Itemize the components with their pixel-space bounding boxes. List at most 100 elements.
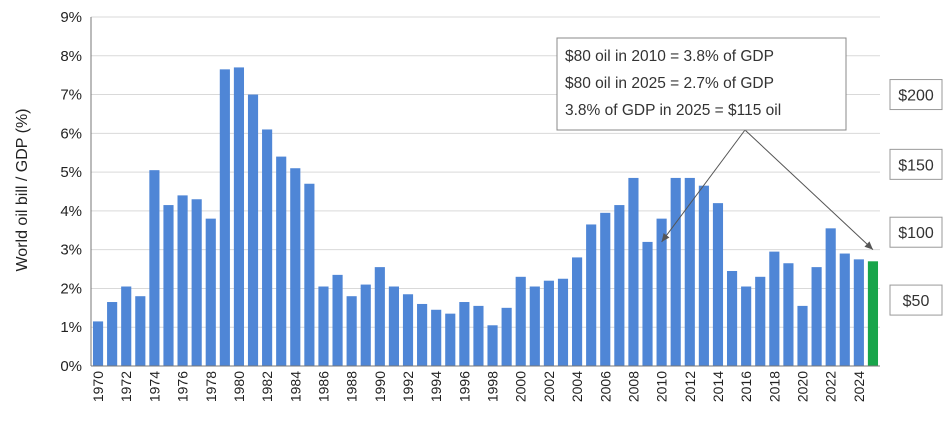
- annotation-arrow: [744, 129, 874, 251]
- bar-1990: [374, 267, 385, 366]
- bar-1972: [121, 286, 132, 366]
- price-label: $150: [898, 157, 934, 174]
- bar-1974: [149, 170, 160, 366]
- bar-2014: [712, 203, 724, 366]
- bar-1983: [276, 156, 287, 366]
- y-tick-label: 5%: [60, 164, 82, 181]
- x-tick-label: 2000: [513, 371, 529, 402]
- bar-1989: [360, 284, 371, 366]
- y-tick-label: 7%: [60, 87, 82, 104]
- bar-2011: [670, 177, 681, 366]
- bar-1999: [501, 307, 512, 366]
- x-tick-label: 1974: [146, 371, 162, 402]
- bar-1997: [473, 305, 484, 366]
- bar-1987: [332, 274, 343, 366]
- x-tick-label: 1970: [90, 371, 106, 402]
- y-tick-label: 6%: [60, 125, 82, 142]
- x-tick-label: 1976: [175, 371, 191, 402]
- bar-2007: [614, 205, 625, 366]
- bar-2025: [867, 261, 879, 366]
- x-tick-label: 1986: [315, 371, 331, 402]
- x-tick-label: 2008: [625, 371, 641, 402]
- annotation-box: $80 oil in 2010 = 3.8% of GDP $80 oil in …: [556, 37, 874, 251]
- bar-2016: [741, 286, 752, 366]
- x-tick-label: 1996: [456, 371, 472, 402]
- bar-2012: [684, 177, 695, 366]
- price-label: $100: [898, 225, 934, 242]
- x-tick-label: 1990: [372, 371, 388, 402]
- x-tick-label: 2022: [823, 371, 839, 402]
- x-tick-label: 2024: [851, 371, 867, 402]
- price-label-box: [889, 216, 943, 248]
- bar-2019: [783, 263, 794, 366]
- bar-1994: [431, 309, 442, 366]
- bar-2001: [529, 286, 540, 366]
- x-tick-label: 1988: [344, 371, 360, 402]
- x-tick-label: 2020: [795, 371, 811, 402]
- axes: [90, 17, 880, 367]
- bar-1975: [163, 205, 174, 366]
- bar-1991: [388, 286, 399, 366]
- bar-1993: [417, 303, 428, 366]
- x-tick-label: 2014: [710, 371, 726, 402]
- annotation-line: $80 oil in 2025 = 2.7% of GDP: [565, 75, 774, 92]
- bar-2017: [755, 276, 766, 366]
- x-tick-label: 1978: [203, 371, 219, 402]
- price-label-box: [889, 79, 943, 111]
- x-tick-label: 2004: [569, 371, 585, 402]
- bar-2000: [515, 276, 526, 366]
- y-tick-label: 2%: [60, 280, 82, 297]
- y-tick-labels: 0% 1% 2% 3% 4% 5% 6% 7% 8% 9%: [60, 9, 82, 375]
- bar-1977: [191, 199, 202, 366]
- bar-2004: [572, 257, 583, 366]
- bar-2003: [557, 278, 569, 366]
- bar-2015: [726, 270, 738, 366]
- bar-1978: [205, 218, 216, 366]
- bar-2010: [656, 218, 667, 366]
- bars: [92, 67, 879, 366]
- bar-1984: [290, 168, 301, 366]
- bar-2024: [853, 259, 864, 366]
- y-tick-label: 3%: [60, 242, 82, 259]
- y-tick-label: 4%: [60, 203, 82, 220]
- x-tick-label: 2006: [597, 371, 613, 402]
- x-tick-label: 1998: [485, 371, 501, 402]
- y-tick-label: 8%: [60, 48, 82, 65]
- price-label-box: [889, 284, 943, 316]
- annotation-frame: [556, 37, 847, 131]
- x-tick-labels: 1970 1972 1974 1976 1978 1980 1982 1984 1986 1988…: [90, 371, 867, 402]
- x-tick-label: 2016: [738, 371, 754, 402]
- x-tick-label: 1980: [231, 371, 247, 402]
- y-tick-label: 0%: [60, 358, 82, 375]
- bar-2005: [586, 224, 597, 366]
- bar-2023: [839, 253, 850, 366]
- price-label-box: [889, 148, 943, 180]
- bar-1982: [262, 129, 273, 366]
- annotation-arrow: [661, 129, 746, 243]
- x-tick-label: 2010: [654, 371, 670, 402]
- y-tick-label: 1%: [60, 319, 82, 336]
- bar-2006: [600, 212, 611, 366]
- y-axis-label: World oil bill / GDP (%): [14, 109, 31, 272]
- bar-1986: [318, 286, 329, 366]
- bar-1979: [219, 69, 230, 366]
- x-tick-label: 2018: [766, 371, 782, 402]
- x-tick-label: 1984: [287, 371, 303, 402]
- bar-2002: [543, 280, 554, 366]
- annotation-arrowhead: [864, 241, 873, 250]
- bar-2020: [797, 305, 808, 366]
- bar-2021: [811, 267, 822, 366]
- y-tick-label: 9%: [60, 9, 82, 26]
- bar-1995: [445, 313, 456, 366]
- x-tick-label: 1994: [428, 371, 444, 402]
- bar-1971: [107, 302, 118, 366]
- x-tick-label: 1982: [259, 371, 275, 402]
- bar-1996: [459, 302, 470, 366]
- bar-2013: [698, 185, 709, 366]
- bar-1976: [177, 195, 188, 366]
- bar-1998: [487, 325, 498, 366]
- bar-2009: [642, 241, 653, 366]
- annotation-line: $80 oil in 2010 = 3.8% of GDP: [565, 48, 774, 65]
- x-tick-label: 1992: [400, 371, 416, 402]
